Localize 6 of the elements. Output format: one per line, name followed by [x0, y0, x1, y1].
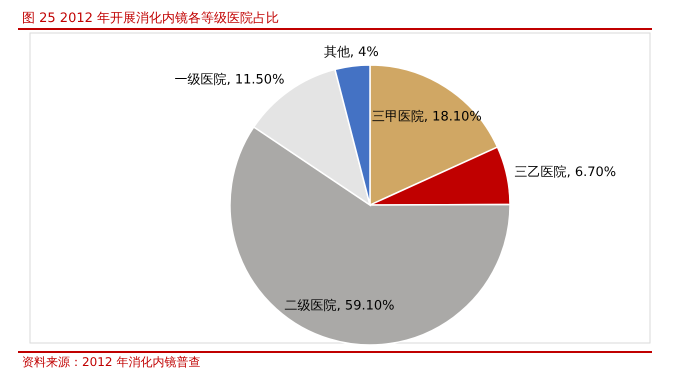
slice-label: 其他, 4%: [324, 45, 379, 60]
chart-title: 图 25 2012 年开展消化内镜各等级医院占比: [22, 11, 280, 26]
slice-label: 三乙医院, 6.70%: [514, 165, 616, 180]
slice-label: 二级医院, 59.10%: [284, 298, 394, 314]
slice-label: 一级医院, 11.50%: [174, 72, 284, 88]
text: 资料来源：2012 年消化内镜普查: [22, 355, 200, 369]
